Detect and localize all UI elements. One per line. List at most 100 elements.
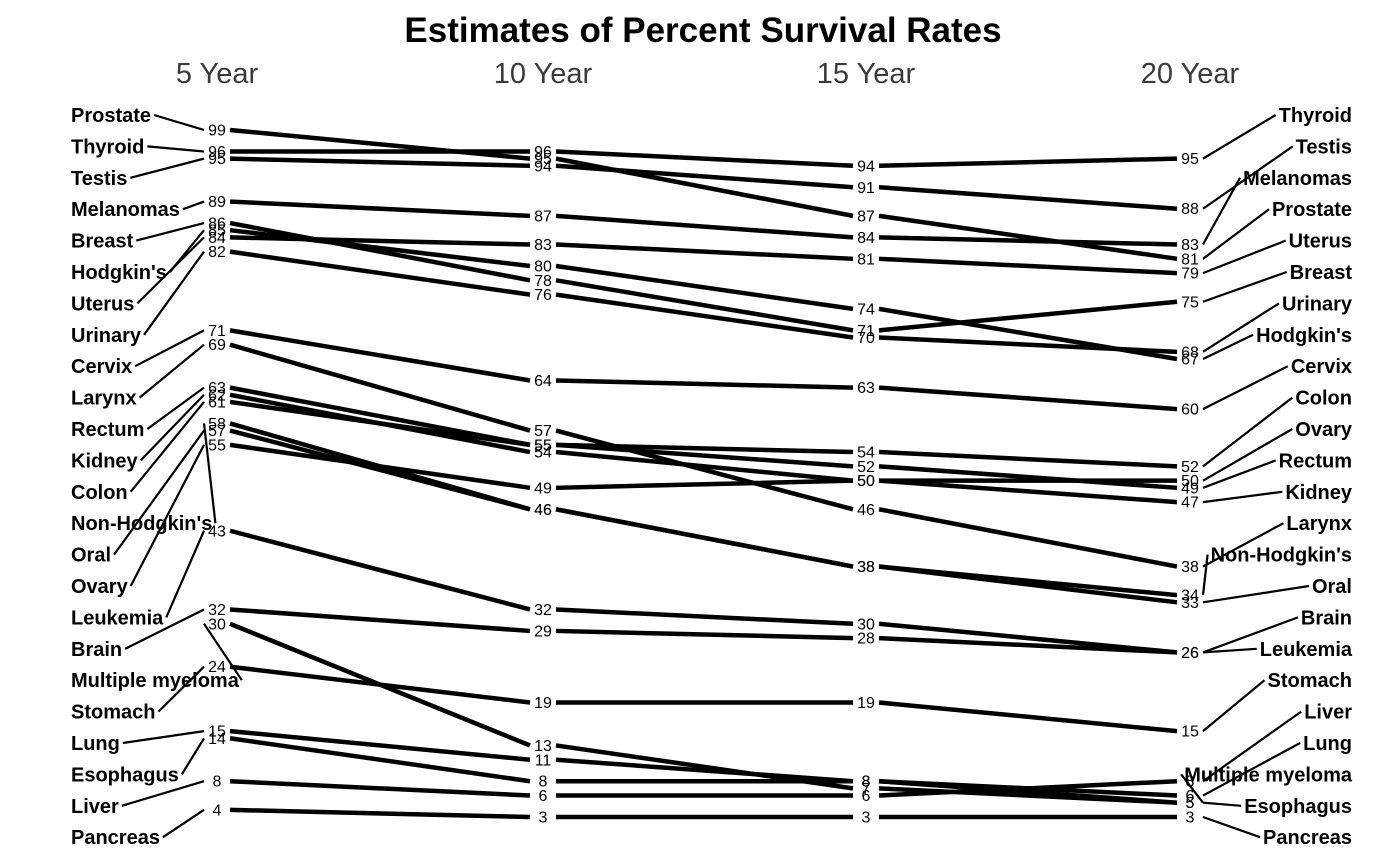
value-label-lung-2: 11	[535, 752, 552, 769]
line-cervix-3	[878, 385, 1178, 412]
right-name-liver: Liver	[1304, 702, 1352, 724]
line-brain-2	[555, 628, 854, 641]
right-leader-larynx	[1202, 522, 1284, 568]
value-label-hodgkin-s-1: 85	[208, 223, 226, 240]
value-label-esophagus-3: 8	[862, 774, 871, 791]
value-label-multiple-myeloma-3: 7	[862, 781, 871, 798]
right-name-testis: Testis	[1296, 136, 1352, 158]
value-label-prostate-3: 87	[857, 208, 875, 225]
left-name-pancreas: Pancreas	[71, 827, 160, 849]
value-label-stomach-2: 19	[534, 695, 552, 712]
column-header-5-year: 5 Year	[176, 58, 259, 90]
line-rectum-1	[229, 385, 531, 448]
value-label-oral-4: 33	[1181, 595, 1199, 612]
line-prostate-2	[555, 156, 854, 219]
line-hodgkin-s-2	[555, 263, 854, 312]
value-label-thyroid-2: 96	[534, 144, 552, 161]
line-breast-3	[878, 299, 1178, 333]
left-name-esophagus: Esophagus	[71, 764, 179, 786]
line-liver-1	[229, 778, 531, 798]
right-name-lung: Lung	[1303, 733, 1352, 755]
line-oral-2	[555, 507, 854, 569]
value-label-cervix-2: 64	[534, 373, 552, 390]
right-leader-oral	[1202, 584, 1310, 604]
line-lung-2	[555, 757, 854, 784]
right-name-larynx: Larynx	[1286, 513, 1352, 535]
left-name-thyroid: Thyroid	[71, 136, 144, 158]
value-label-pancreas-2: 3	[539, 810, 548, 827]
value-label-kidney-3: 50	[857, 473, 875, 490]
line-oral-3	[878, 564, 1178, 605]
value-label-esophagus-4: 5	[1186, 795, 1195, 812]
left-leader-cervix	[134, 329, 205, 368]
left-leader-urinary	[143, 251, 205, 336]
value-label-multiple-myeloma-1: 30	[208, 616, 226, 633]
right-leader-melanomas	[1202, 177, 1242, 246]
value-label-urinary-1: 82	[208, 244, 226, 261]
line-hodgkin-s-1	[229, 227, 531, 269]
right-leader-brain	[1202, 616, 1299, 654]
label-leader-lines	[113, 113, 1310, 839]
left-leader-ovary	[129, 444, 205, 587]
left-leader-testis	[130, 157, 205, 179]
value-label-urinary-2: 76	[534, 287, 552, 304]
line-esophagus-3	[878, 778, 1178, 805]
value-label-cervix-4: 60	[1181, 402, 1199, 419]
right-leader-rectum	[1202, 459, 1277, 489]
line-rectum-2	[555, 442, 854, 469]
line-brain-1	[229, 607, 531, 634]
value-label-melanomas-3: 84	[857, 230, 875, 247]
right-name-urinary: Urinary	[1282, 293, 1353, 315]
value-label-colon-3: 54	[857, 445, 875, 462]
value-label-larynx-3: 46	[857, 502, 875, 519]
value-label-esophagus-1: 14	[208, 731, 226, 748]
value-label-ovary-1: 55	[208, 437, 226, 454]
left-name-cervix: Cervix	[71, 356, 132, 378]
right-name-kidney: Kidney	[1285, 482, 1353, 504]
line-larynx-1	[229, 342, 531, 433]
value-label-oral-1: 57	[208, 423, 226, 440]
line-thyroid-3	[878, 156, 1178, 169]
line-larynx-2	[555, 428, 854, 512]
value-label-non-hodgkin-s-1: 58	[208, 416, 226, 433]
right-leader-thyroid	[1202, 114, 1277, 160]
value-label-thyroid-3: 94	[857, 158, 875, 175]
left-name-urinary: Urinary	[71, 325, 142, 347]
line-urinary-2	[555, 292, 854, 340]
line-brain-3	[878, 635, 1178, 655]
left-leader-colon	[129, 401, 205, 493]
right-name-leukemia: Leukemia	[1260, 639, 1353, 661]
value-label-liver-4: 8	[1186, 774, 1195, 791]
left-leader-liver	[121, 780, 205, 807]
left-name-brain: Brain	[71, 639, 122, 661]
column-header-10-year: 10 Year	[494, 58, 593, 90]
right-name-ovary: Ovary	[1295, 419, 1353, 441]
value-label-ovary-2: 49	[534, 480, 552, 497]
left-leader-uterus	[136, 236, 205, 305]
line-stomach-3	[878, 700, 1178, 734]
line-larynx-3	[878, 507, 1178, 569]
right-name-esophagus: Esophagus	[1244, 796, 1352, 818]
line-lung-1	[229, 728, 531, 762]
left-name-multiple-myeloma: Multiple myeloma	[71, 670, 240, 692]
right-name-breast: Breast	[1290, 262, 1353, 284]
right-leader-pancreas	[1202, 815, 1261, 839]
line-uterus-3	[878, 256, 1178, 276]
line-rectum-3	[878, 464, 1178, 491]
left-leader-pancreas	[162, 808, 205, 839]
left-leader-prostate	[153, 113, 205, 132]
value-label-melanomas-2: 87	[534, 208, 552, 225]
column-headers: 5 Year 10 Year 15 Year 20 Year	[176, 58, 1240, 90]
right-leader-testis	[1202, 145, 1294, 210]
right-name-multiple-myeloma: Multiple myeloma	[1184, 764, 1353, 786]
line-pancreas-1	[229, 807, 531, 820]
value-label-lung-3: 8	[862, 774, 871, 791]
value-label-breast-1: 86	[208, 216, 226, 233]
right-name-thyroid: Thyroid	[1279, 105, 1352, 127]
value-label-brain-4: 26	[1181, 645, 1199, 662]
value-label-uterus-2: 83	[534, 237, 552, 254]
value-label-multiple-myeloma-4: 5	[1186, 795, 1195, 812]
right-leader-liver	[1202, 710, 1302, 783]
value-label-oral-2: 46	[534, 502, 552, 519]
value-label-non-hodgkin-s-4: 34	[1181, 588, 1199, 605]
